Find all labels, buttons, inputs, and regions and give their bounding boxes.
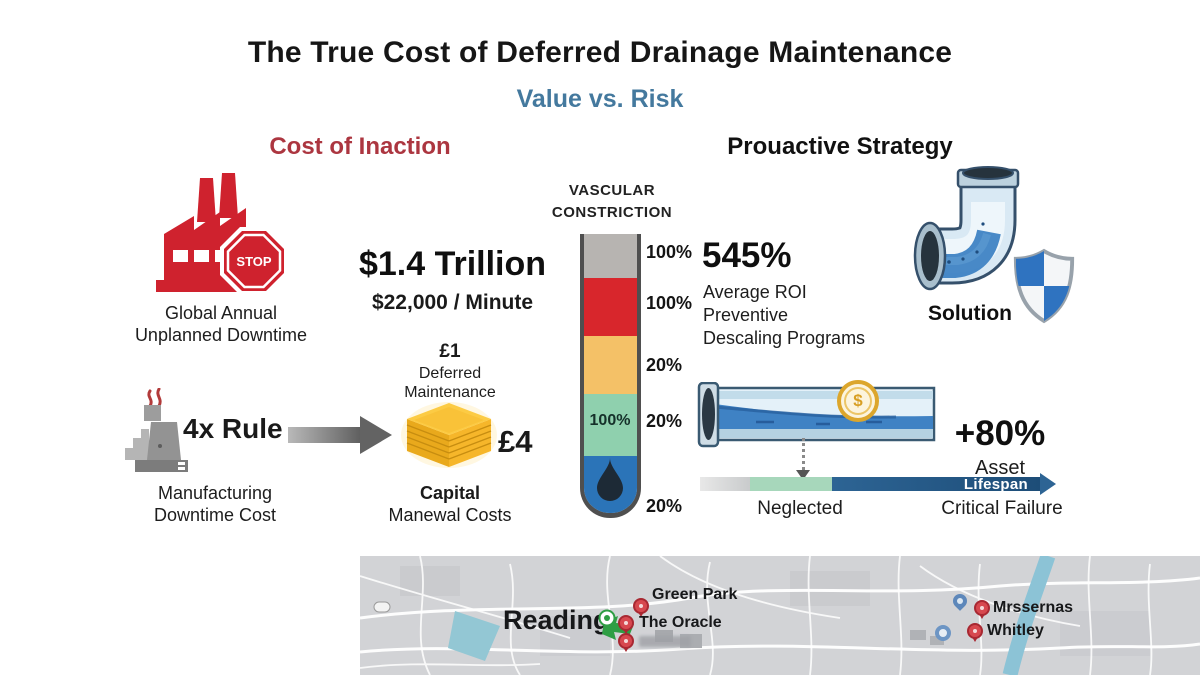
capital-label: Capital [419, 483, 480, 503]
map-label-green-park: Green Park [652, 586, 738, 603]
small-factory-icon [125, 388, 188, 472]
constriction-tube [580, 234, 641, 518]
page-title: The True Cost of Deferred Drainage Maint… [247, 36, 953, 69]
roi-label-3: Descaling Programs [703, 328, 866, 348]
factory-stop-icon: STOP [156, 173, 288, 295]
dollar-coin-icon: $ [837, 380, 879, 422]
horizontal-pipe-icon [697, 382, 936, 448]
map-pin-whitley [967, 623, 983, 642]
roi-label-1: Average ROI [703, 282, 807, 302]
4x-rule-stat: 4x Rule [183, 413, 283, 444]
neglected-label: Neglected [757, 498, 843, 519]
manufacturing-downtime-label: Manufacturing Downtime Cost [153, 483, 277, 525]
roi-label-2: Preventive [703, 305, 789, 325]
gauge-label-4: 20% [646, 496, 683, 516]
deferred-value: £1 [439, 341, 461, 362]
page-subtitle: Value vs. Risk [516, 85, 684, 113]
gauge-label-2: 20% [646, 355, 683, 375]
deferred-label-2: Maintenance [404, 384, 496, 401]
tube-band-red [584, 278, 637, 336]
map-city-label: Reading [503, 605, 610, 635]
dotted-arrowhead-icon [796, 470, 810, 480]
downtime-label: Global Annual Unplanned Downtime [134, 303, 308, 345]
tube-inner-label: 100% [589, 412, 631, 429]
pipe-elbow-icon [913, 166, 1020, 291]
section-header-cost-of-inaction: Cost of Inaction [269, 133, 451, 160]
lifespan-stat: +80% [954, 414, 1046, 453]
map-panel: Reading Green Park The Oracle Mrssernas … [360, 556, 1200, 675]
deferred-label-1: Deferred [418, 365, 482, 382]
map-label-mrssernas: Mrssernas [993, 599, 1074, 616]
section-header-proactive-strategy: Prouactive Strategy [727, 133, 953, 160]
gauge-label-0: 100% [646, 242, 693, 262]
renewal-costs-label: Manewal Costs [388, 505, 512, 525]
map-pin-the-oracle [618, 615, 634, 634]
asset-label: Asset [974, 457, 1026, 479]
bar-segment-lifespan: Lifespan [832, 476, 1040, 493]
gauge-label-1: 100% [646, 293, 693, 313]
map-pin-green-park [633, 598, 649, 617]
droplet-icon [597, 458, 623, 501]
map-pin-unlabeled [618, 633, 634, 652]
roi-stat: 545% [702, 236, 792, 275]
renewal-value: £4 [498, 424, 533, 459]
solution-label: Solution [928, 302, 1012, 325]
map-pin-blue-ring [935, 625, 951, 641]
green-landmark-icon [598, 609, 634, 640]
shield-icon [1013, 248, 1075, 324]
map-background [360, 556, 1200, 675]
gauge-title: VASCULAR CONSTRICTION [551, 182, 673, 221]
map-label-the-oracle: The Oracle [639, 614, 722, 631]
illegible-label [639, 636, 691, 647]
bar-segment-neglected [750, 477, 832, 491]
critical-failure-label: Critical Failure [941, 498, 1063, 519]
bar-arrowhead-icon [1040, 473, 1056, 495]
bar-segment-gray [700, 477, 750, 491]
tube-band-green [584, 394, 637, 456]
trillion-stat: $1.4 Trillion [358, 245, 547, 283]
svg-text:STOP: STOP [236, 254, 271, 269]
gold-stack-icon [401, 402, 497, 468]
tube-band-gray [584, 234, 637, 278]
lifespan-bar: Lifespan [700, 473, 1056, 495]
per-minute-stat: $22,000 / Minute [371, 291, 534, 314]
arrow-right-icon [288, 416, 392, 454]
stop-sign-icon: STOP [220, 227, 288, 295]
gauge-label-3: 20% [646, 411, 683, 431]
tube-band-amber [584, 336, 637, 394]
dotted-connector [802, 438, 805, 470]
map-label-whitley: Whitley [987, 622, 1044, 639]
map-pin-mrssernas [974, 600, 990, 619]
